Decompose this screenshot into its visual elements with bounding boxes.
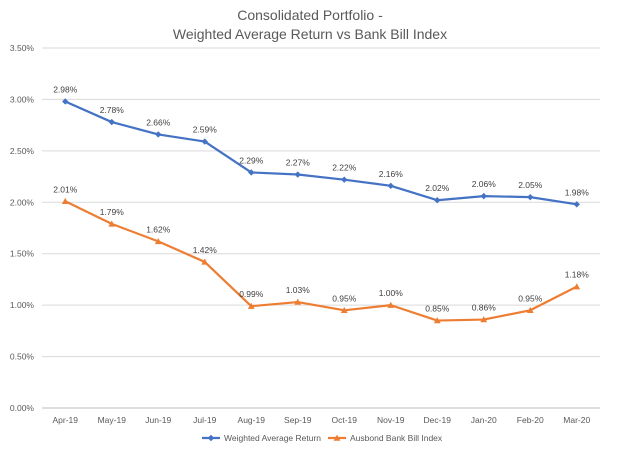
x-tick-label: Jan-20 (471, 415, 497, 425)
data-point (248, 169, 255, 176)
x-tick-label: Jul-19 (193, 415, 216, 425)
data-point (387, 301, 395, 308)
data-label: 2.98% (53, 84, 78, 94)
data-point (155, 131, 162, 138)
y-axis-ticks: 0.00% 0.50% 1.00% 1.50% 2.00% 2.50% 3.00% 3.50% (10, 43, 35, 413)
data-label: 1.98% (565, 187, 590, 197)
series-line (64, 100, 577, 206)
y-tick-label: 1.50% (10, 249, 35, 259)
data-point (526, 306, 534, 314)
data-label: 2.66% (146, 117, 171, 127)
data-point (387, 182, 394, 190)
data-label: 2.16% (379, 169, 404, 179)
series-group: 2.98% 2.78% 2.66% 2.59% 2.29% 2.27% 2.22% 2.16%… (53, 84, 590, 324)
y-tick-label: 0.50% (10, 352, 35, 362)
y-tick-label: 2.50% (10, 146, 35, 156)
x-tick-label: Dec-19 (424, 415, 452, 425)
data-label: 2.22% (332, 163, 357, 173)
x-tick-label: Jun-19 (145, 415, 171, 425)
data-label: 0.86% (472, 303, 497, 313)
data-label: 1.03% (286, 285, 311, 295)
x-axis-ticks: Apr-19 May-19 Jun-19 Jul-19 Aug-19 Sep-19 Oct-… (52, 415, 590, 425)
data-point (434, 197, 441, 204)
series-0: 2.98% 2.78% 2.66% 2.59% 2.29% 2.27% 2.22% 2.16%… (53, 84, 590, 208)
data-label: 1.00% (379, 288, 404, 298)
x-tick-label: Oct-19 (331, 415, 357, 425)
data-label: 0.95% (332, 293, 357, 303)
legend-marker (207, 434, 215, 442)
data-point (61, 197, 69, 204)
x-tick-label: May-19 (98, 415, 127, 425)
data-point (294, 298, 302, 305)
data-label: 2.02% (425, 183, 450, 193)
x-tick-label: Aug-19 (238, 415, 266, 425)
chart-subtitle: Weighted Average Return vs Bank Bill Ind… (173, 26, 447, 42)
chart-title: Consolidated Portfolio - (237, 7, 383, 23)
data-label: 1.18% (565, 270, 590, 280)
data-point (247, 302, 255, 309)
data-label: 1.42% (193, 245, 218, 255)
legend-item-1: Ausbond Bank Bill Index (328, 433, 443, 443)
data-label: 2.78% (100, 105, 125, 115)
data-point (573, 283, 581, 290)
series-line (64, 200, 578, 322)
y-tick-label: 1.00% (10, 300, 35, 310)
x-tick-label: Feb-20 (517, 415, 544, 425)
data-label: 2.06% (472, 179, 497, 189)
data-point (341, 176, 348, 183)
data-point (294, 171, 301, 178)
data-point (108, 220, 116, 227)
data-label: 0.85% (425, 304, 450, 314)
data-point (201, 138, 208, 145)
data-point (201, 258, 209, 265)
y-tick-label: 0.00% (10, 403, 35, 413)
legend-item-0: Weighted Average Return (202, 433, 321, 443)
data-point (527, 193, 534, 201)
x-tick-label: Sep-19 (284, 415, 312, 425)
y-tick-label: 2.00% (10, 197, 35, 207)
y-tick-label: 3.00% (10, 94, 35, 104)
x-tick-label: Apr-19 (52, 415, 78, 425)
legend-marker (333, 434, 341, 441)
data-point (480, 316, 488, 323)
y-tick-label: 3.50% (10, 43, 35, 53)
data-point (62, 98, 69, 105)
data-point (340, 306, 348, 314)
data-point (154, 237, 162, 245)
data-point (480, 192, 487, 200)
data-label: 2.05% (518, 180, 543, 190)
data-label: 2.01% (53, 184, 78, 194)
x-tick-label: Mar-20 (563, 415, 590, 425)
data-label: 2.27% (286, 158, 311, 168)
data-point (573, 201, 580, 208)
legend-label: Ausbond Bank Bill Index (350, 433, 443, 443)
legend: Weighted Average Return Ausbond Bank Bill… (202, 433, 443, 443)
series-1: 2.01% 1.79% 1.62% 1.42% 0.99% 1.03% 0.95% 1.00%… (53, 184, 590, 324)
data-label: 2.29% (239, 155, 264, 165)
data-label: 2.59% (193, 125, 218, 135)
data-label: 0.99% (239, 289, 264, 299)
x-tick-label: Nov-19 (377, 415, 405, 425)
data-label: 0.95% (518, 293, 543, 303)
data-label: 1.79% (100, 207, 125, 217)
data-point (108, 118, 115, 126)
legend-label: Weighted Average Return (224, 433, 321, 443)
data-label: 1.62% (146, 224, 171, 234)
data-point (433, 317, 441, 324)
